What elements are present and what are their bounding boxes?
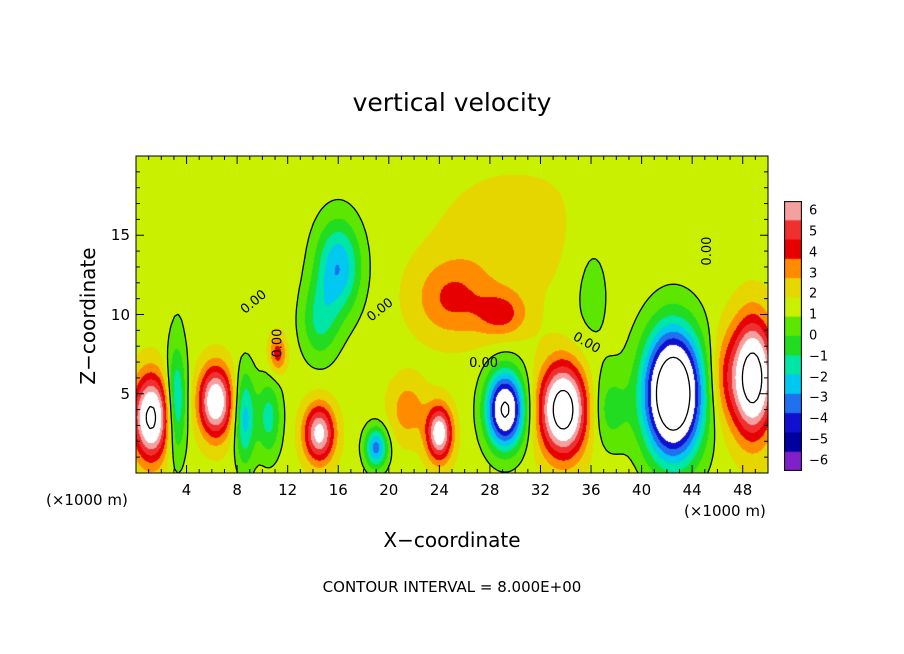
x-tick-label: 24: [429, 481, 449, 499]
colorbar-tick-label: 5: [809, 224, 818, 240]
x-tick-label: 8: [232, 481, 242, 499]
colorbar-tick-label: −1: [809, 349, 829, 365]
x-tick-label: 12: [278, 481, 298, 499]
x-tick-label: 40: [632, 481, 652, 499]
contour-label-1: 0.00: [364, 295, 396, 325]
x-tick-label: 36: [581, 481, 601, 499]
x-tick-label: 28: [480, 481, 500, 499]
x-tick-label: 20: [379, 481, 399, 499]
plot-frame: [135, 155, 769, 474]
x-tick-label: 4: [181, 481, 192, 499]
x-tick-label: 32: [530, 481, 551, 499]
colorbar-tick-label: 1: [809, 307, 818, 323]
colorbar-tick-label: −5: [809, 432, 829, 448]
contour-label-5: 0.00: [270, 329, 285, 358]
heatmap-plot-area: [136, 156, 768, 473]
contour-positive: [145, 352, 763, 430]
y-tick-label: 15: [110, 226, 130, 245]
colorbar-tick-label: −2: [809, 370, 829, 386]
colorbar-tick-label: 3: [809, 266, 818, 282]
y-tick-label: 5: [120, 384, 130, 403]
x-unit-label-left: (×1000 m): [46, 491, 128, 509]
colorbar-tick-label: 2: [809, 286, 818, 302]
contour-lines: [145, 198, 763, 474]
colorbar-tick-label: −6: [809, 453, 829, 469]
contour-interval-note: CONTOUR INTERVAL = 8.000E+00: [322, 578, 582, 596]
contour-negative: [500, 356, 691, 431]
contour-label-4: 0.00: [700, 237, 715, 266]
colorbar-tick-label: 6: [809, 203, 818, 219]
contour-label-3: 0.00: [570, 329, 603, 356]
contour-label-2: 0.00: [469, 356, 498, 371]
x-tick-label: 16: [328, 481, 348, 499]
x-axis-label: X−coordinate: [383, 528, 521, 552]
colorbar-tick-label: −4: [809, 411, 829, 427]
colorbar-tick-label: 0: [809, 328, 818, 344]
x-unit-label-right: (×1000 m): [684, 502, 766, 520]
x-tick-label: 48: [733, 481, 753, 499]
chart-title: vertical velocity: [352, 88, 552, 117]
contour-label-0: 0.00: [238, 287, 270, 317]
contour-zero: [166, 198, 716, 474]
colorbar: [784, 201, 802, 471]
axis-tick-marks: [136, 156, 768, 473]
colorbar-tick-label: 4: [809, 245, 818, 261]
y-axis-label: Z−coordinate: [76, 247, 100, 385]
contour-labels: 0.00 0.000.000.000.000.00: [238, 237, 715, 371]
y-tick-label: 10: [110, 305, 130, 324]
x-tick-label: 44: [682, 481, 702, 499]
colorbar-tick-label: −3: [809, 390, 829, 406]
